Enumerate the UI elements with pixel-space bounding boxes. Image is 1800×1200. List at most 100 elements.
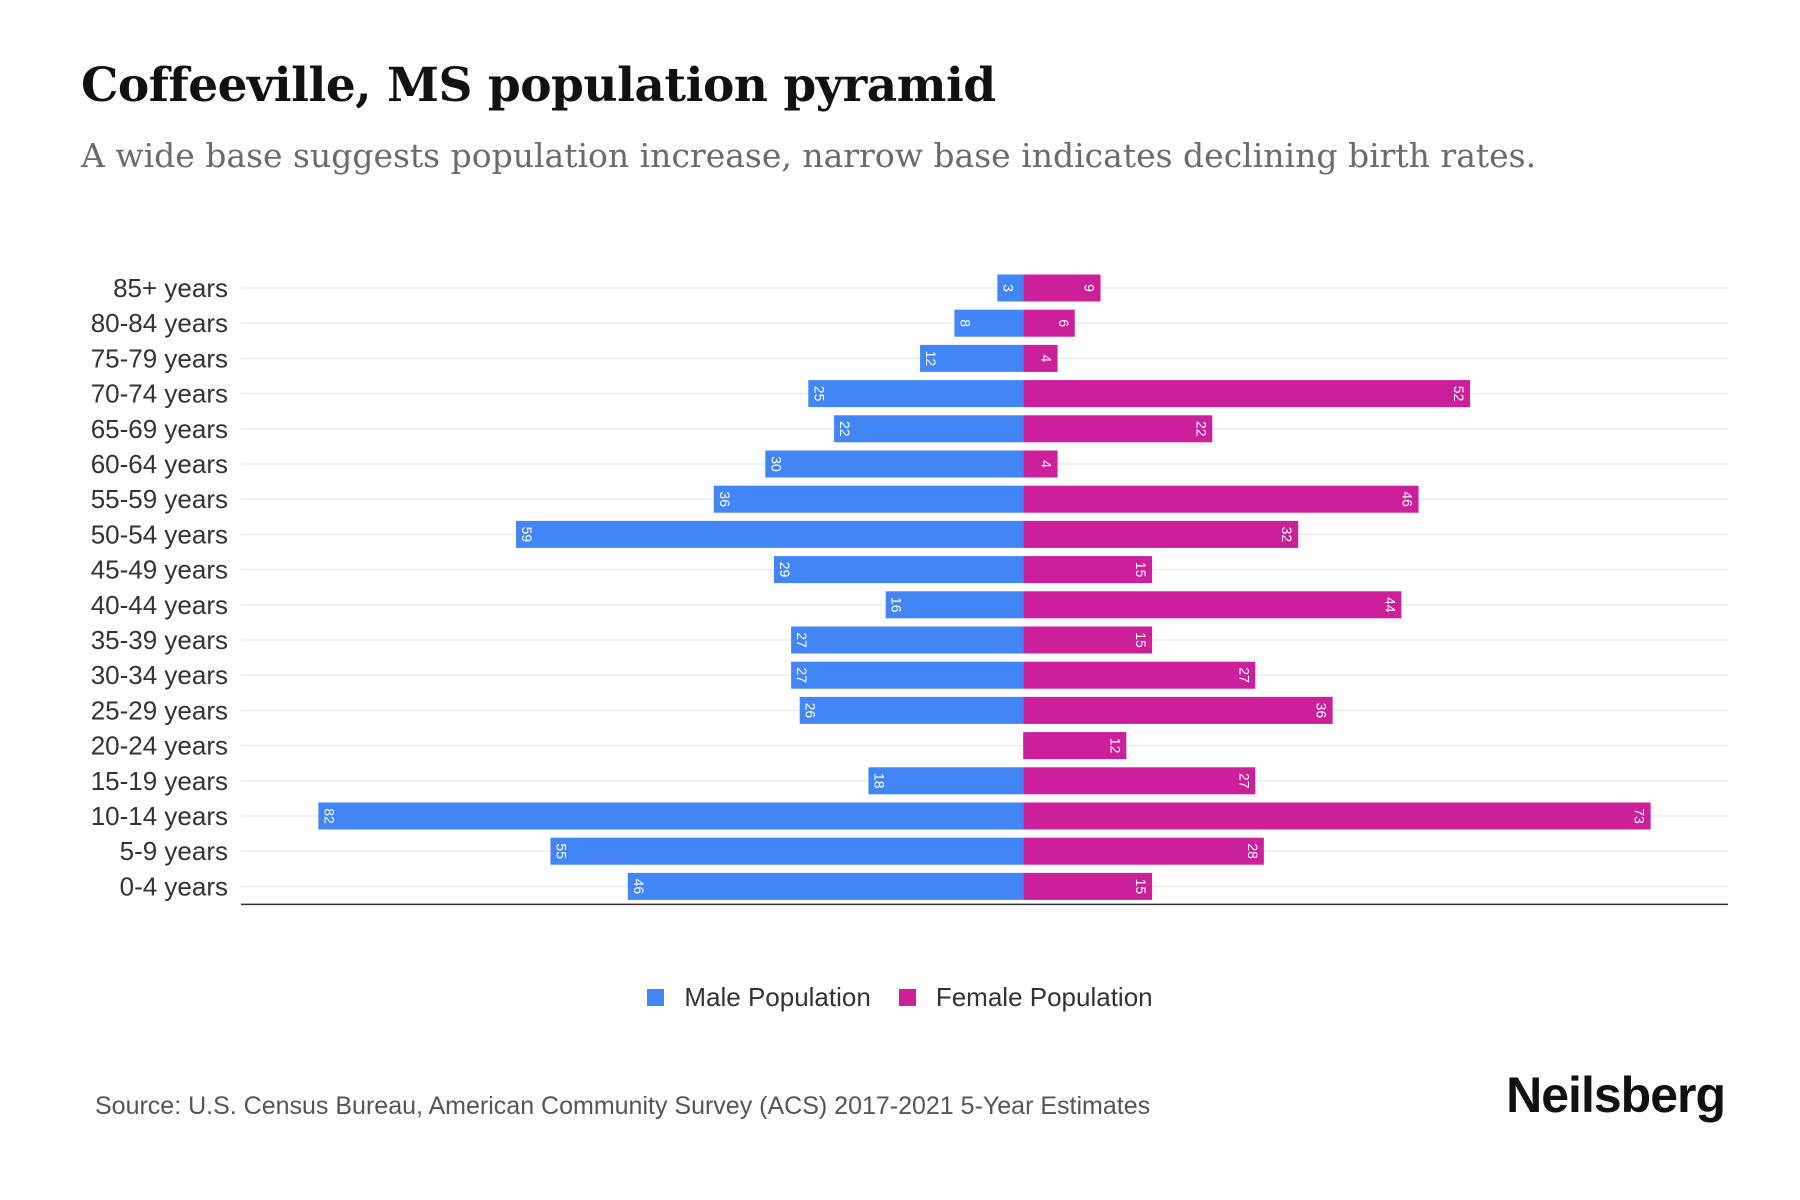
male-bar (997, 274, 1024, 302)
legend-label-male: Male Population (684, 982, 871, 1012)
male-bar (550, 837, 1024, 865)
age-group-label: 10-14 years (91, 801, 228, 831)
female-bar (1023, 767, 1256, 795)
female-value-label: 36 (1314, 703, 1330, 719)
age-group-label: 25-29 years (91, 695, 228, 725)
chart-title: Coffeeville, MS population pyramid (81, 58, 996, 113)
female-bar (1023, 415, 1213, 443)
age-group-label: 50-54 years (91, 519, 228, 549)
male-value-label: 26 (803, 703, 819, 719)
age-group-label: 65-69 years (91, 414, 228, 444)
female-bar (1023, 626, 1153, 654)
female-bar (1023, 802, 1651, 830)
male-bar (868, 767, 1024, 795)
source-note: Source: U.S. Census Bureau, American Com… (95, 1092, 1151, 1120)
male-bar (808, 380, 1024, 408)
female-value-label: 32 (1279, 527, 1295, 543)
male-bar (834, 415, 1024, 443)
female-value-label: 52 (1451, 386, 1467, 402)
male-value-label: 46 (631, 879, 647, 895)
male-value-label: 27 (794, 667, 810, 683)
female-value-label: 9 (1082, 284, 1098, 292)
female-bar (1023, 696, 1333, 724)
female-value-label: 15 (1133, 562, 1149, 578)
female-value-label: 15 (1133, 632, 1149, 648)
age-group-label: 20-24 years (91, 731, 228, 761)
age-group-label: 70-74 years (91, 379, 228, 409)
male-value-label: 3 (1000, 284, 1016, 292)
female-bar (1023, 556, 1153, 584)
legend-item-male[interactable]: Male Population (647, 982, 871, 1013)
age-group-label: 40-44 years (91, 590, 228, 620)
female-value-label: 4 (1039, 355, 1055, 363)
male-value-label: 25 (811, 386, 827, 402)
female-value-label: 46 (1400, 491, 1416, 507)
age-group-label: 30-34 years (91, 660, 228, 690)
male-bar (318, 802, 1024, 830)
female-value-label: 6 (1056, 319, 1072, 327)
male-bar (516, 520, 1024, 548)
legend-item-female[interactable]: Female Population (898, 982, 1153, 1013)
female-bar (1023, 872, 1153, 900)
age-group-label: 5-9 years (120, 836, 228, 866)
legend: Male Population Female Population (0, 982, 1800, 1013)
female-value-label: 44 (1382, 597, 1398, 613)
male-bar (791, 661, 1024, 689)
male-value-label: 59 (519, 527, 535, 543)
age-group-label: 85+ years (113, 273, 228, 303)
male-value-label: 22 (837, 421, 853, 437)
male-value-label: 55 (553, 843, 569, 859)
female-bar (1023, 520, 1299, 548)
male-value-label: 27 (794, 632, 810, 648)
male-bar (627, 872, 1024, 900)
male-value-label: 16 (889, 597, 905, 613)
male-bar (920, 344, 1024, 372)
male-value-label: 82 (321, 808, 337, 824)
female-value-label: 12 (1107, 738, 1123, 754)
female-bar (1023, 661, 1256, 689)
male-bar (954, 309, 1024, 337)
female-value-label: 27 (1236, 667, 1252, 683)
chart-subtitle: A wide base suggests population increase… (81, 136, 1537, 175)
female-value-label: 28 (1245, 843, 1261, 859)
age-group-label: 55-59 years (91, 484, 228, 514)
male-bar (765, 450, 1024, 478)
female-bar (1023, 309, 1075, 337)
female-value-label: 4 (1039, 460, 1055, 468)
male-bar (799, 696, 1024, 724)
age-group-label: 15-19 years (91, 766, 228, 796)
age-group-label: 35-39 years (91, 625, 228, 655)
male-value-label: 29 (777, 562, 793, 578)
legend-label-female: Female Population (935, 982, 1153, 1012)
female-bar (1023, 591, 1402, 619)
age-group-label: 45-49 years (91, 555, 228, 585)
female-bar (1023, 344, 1058, 372)
brand-logo: Neilsberg (1506, 1067, 1726, 1123)
age-group-label: 75-79 years (91, 343, 228, 373)
legend-swatch-male (647, 989, 665, 1006)
male-bar (885, 591, 1024, 619)
female-value-label: 15 (1133, 879, 1149, 895)
female-bar (1023, 732, 1127, 760)
female-value-label: 22 (1193, 421, 1209, 437)
male-value-label: 30 (768, 456, 784, 472)
age-group-label: 80-84 years (91, 308, 228, 338)
male-value-label: 12 (923, 351, 939, 367)
male-bar (791, 626, 1024, 654)
legend-swatch-female (898, 989, 916, 1006)
female-bar (1023, 274, 1101, 302)
female-bar (1023, 837, 1264, 865)
male-bar (773, 556, 1024, 584)
age-group-label: 0-4 years (120, 871, 228, 901)
female-bar (1023, 485, 1419, 513)
female-bar (1023, 380, 1471, 408)
female-value-label: 27 (1236, 773, 1252, 789)
age-group-label: 60-64 years (91, 449, 228, 479)
female-value-label: 73 (1632, 808, 1648, 824)
male-value-label: 8 (957, 319, 973, 327)
male-bar (713, 485, 1024, 513)
male-value-label: 36 (717, 491, 733, 507)
male-value-label: 18 (871, 773, 887, 789)
female-bar (1023, 450, 1058, 478)
